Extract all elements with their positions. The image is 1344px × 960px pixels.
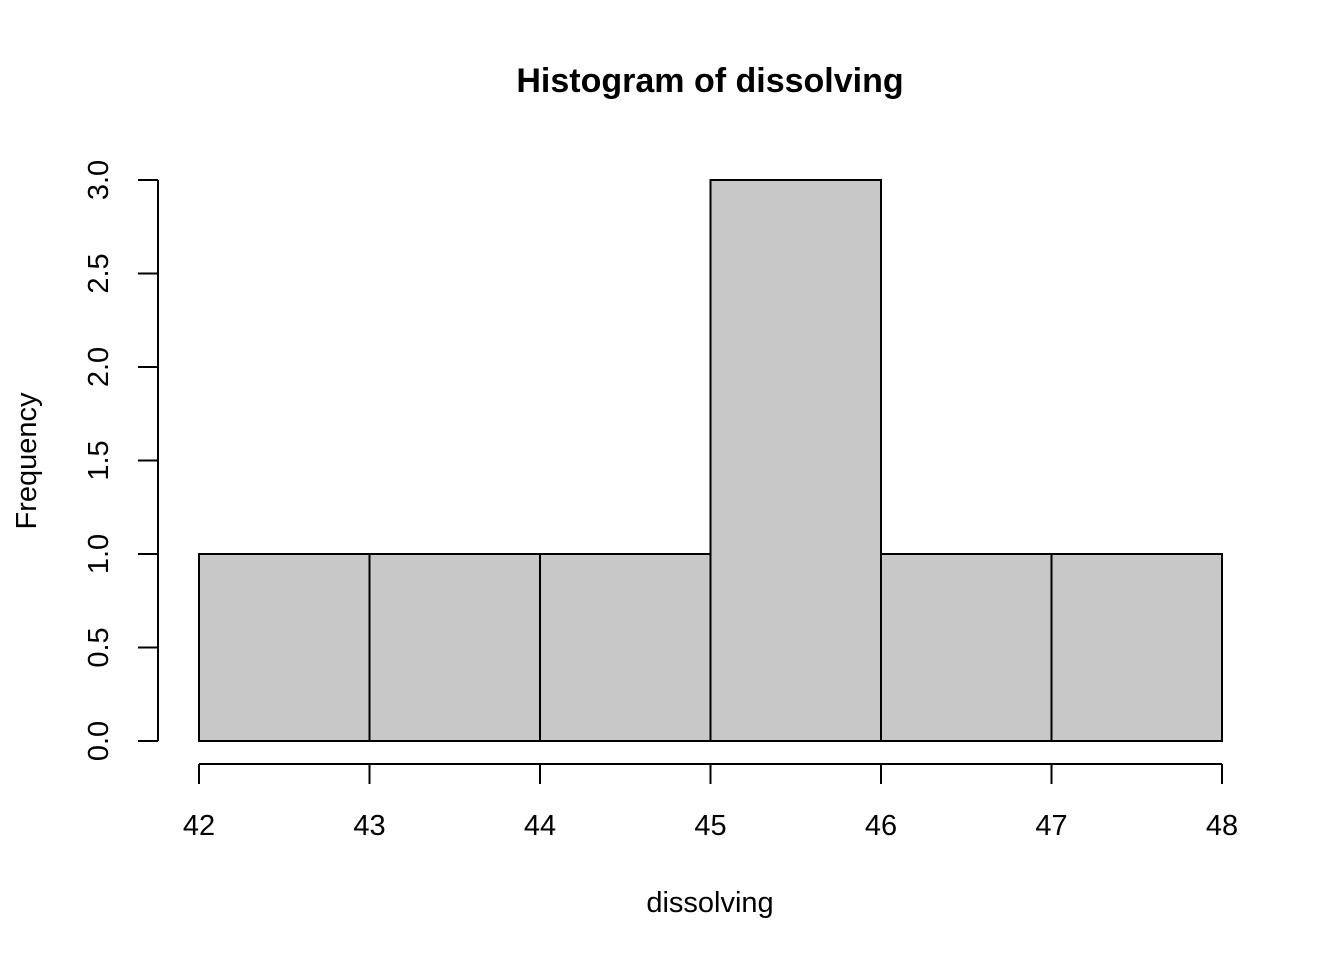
y-tick-label: 2.5 [83, 253, 115, 293]
y-tick-label: 0.0 [83, 721, 115, 761]
y-tick-label: 3.0 [83, 160, 115, 200]
x-tick-label: 42 [183, 810, 215, 842]
chart-title: Histogram of dissolving [516, 62, 903, 100]
bars-group [198, 179, 1223, 742]
x-tick-label: 48 [1206, 810, 1238, 842]
histogram-bar [539, 553, 712, 742]
y-tick-label: 1.5 [83, 440, 115, 480]
histogram-bar [198, 553, 371, 742]
y-tick-label: 2.0 [83, 347, 115, 387]
y-axis: 0.0 0.5 1.0 1.5 2.0 2.5 3.0 [83, 160, 159, 761]
histogram-bar [709, 179, 882, 742]
x-tick-label: 44 [524, 810, 556, 842]
x-axis-label: dissolving [646, 887, 773, 919]
x-tick-label: 45 [694, 810, 726, 842]
histogram-bar [368, 553, 541, 742]
histogram-bar [880, 553, 1053, 742]
x-tick-label: 46 [865, 810, 897, 842]
x-tick-label: 47 [1035, 810, 1067, 842]
y-tick-label: 0.5 [83, 627, 115, 667]
y-axis-label: Frequency [11, 392, 43, 530]
x-axis: 42 43 44 45 46 47 48 [183, 763, 1238, 842]
y-tick-label: 1.0 [83, 534, 115, 574]
x-tick-label: 43 [353, 810, 385, 842]
histogram-bar [1050, 553, 1223, 742]
